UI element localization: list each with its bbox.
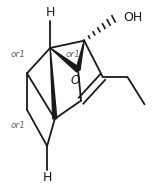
Polygon shape [50, 48, 79, 72]
Text: or1: or1 [66, 50, 81, 59]
Text: O: O [70, 74, 80, 87]
Text: H: H [46, 6, 55, 19]
Polygon shape [50, 48, 57, 119]
Polygon shape [76, 41, 84, 70]
Text: or1: or1 [11, 50, 26, 59]
Text: or1: or1 [11, 121, 26, 130]
Text: OH: OH [123, 11, 142, 24]
Text: H: H [42, 171, 52, 184]
